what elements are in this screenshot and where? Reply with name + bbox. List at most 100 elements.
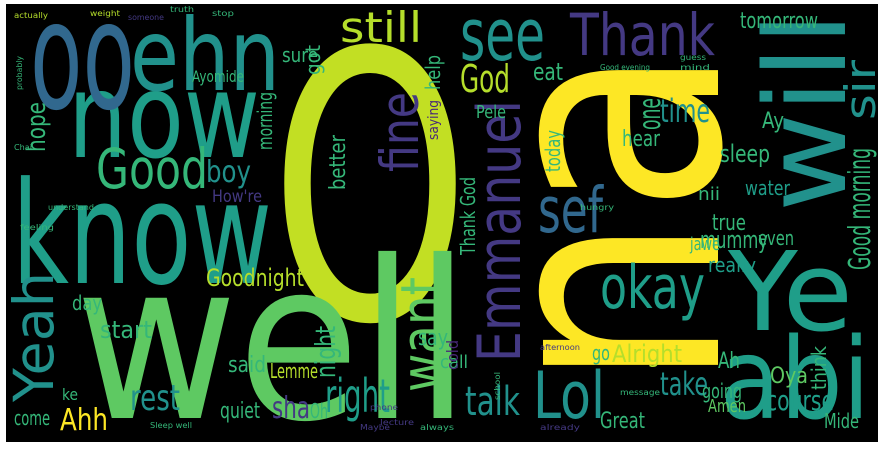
word: help xyxy=(421,55,445,90)
word: stop xyxy=(212,9,234,18)
word: know xyxy=(12,152,272,317)
word: call xyxy=(440,352,468,373)
word: sha xyxy=(272,391,310,426)
word: okay xyxy=(600,253,705,323)
word: actually xyxy=(14,11,48,20)
word: saying xyxy=(426,100,442,140)
word: will xyxy=(742,12,872,212)
word: ehn xyxy=(130,0,280,114)
word: Alright xyxy=(612,340,682,368)
word: phone xyxy=(370,403,398,412)
word: Ay xyxy=(762,109,784,134)
word: abi xyxy=(720,315,870,445)
word: Thank God xyxy=(456,177,480,256)
word: O xyxy=(270,0,470,406)
word: hungry xyxy=(580,203,614,212)
word: Yeah xyxy=(2,272,66,403)
word: water xyxy=(745,176,791,200)
word: Lemme xyxy=(270,359,318,383)
word: sef xyxy=(538,174,604,247)
word: Amen xyxy=(708,396,746,417)
word: time xyxy=(660,92,710,130)
word: guess xyxy=(680,53,706,62)
word: rest xyxy=(130,378,180,419)
word: tomorrow xyxy=(740,9,818,34)
word: oo xyxy=(30,0,135,144)
word: take xyxy=(660,365,708,403)
word: afternoon xyxy=(540,343,580,352)
word: Thank xyxy=(569,1,715,69)
word: Ah xyxy=(718,349,740,374)
word: night xyxy=(309,326,342,378)
word: sure xyxy=(282,43,318,67)
word: talk xyxy=(465,379,521,425)
word: want xyxy=(388,277,456,392)
word: right xyxy=(325,369,390,423)
word: said xyxy=(228,353,266,378)
word: feeling xyxy=(20,223,54,232)
word: day xyxy=(72,291,102,315)
word: well xyxy=(75,214,470,449)
word: understand xyxy=(48,203,94,212)
word: probably xyxy=(15,56,24,90)
word: weight xyxy=(90,9,120,18)
word: cold xyxy=(443,340,462,370)
word: go xyxy=(592,341,610,365)
word: Ahh xyxy=(60,403,108,438)
word: Ayomide xyxy=(192,67,244,86)
word: Goodnight xyxy=(206,264,304,292)
word: see xyxy=(460,0,545,77)
background xyxy=(6,4,878,442)
word: Lol xyxy=(533,359,605,434)
word: Oh xyxy=(310,399,328,423)
word: Good evening xyxy=(600,63,650,72)
word: even xyxy=(758,226,794,250)
word: Mide xyxy=(824,409,859,433)
word: Sleep well xyxy=(150,421,192,430)
word: better xyxy=(326,134,351,190)
word: Good morning xyxy=(843,148,878,270)
word: true xyxy=(712,211,746,236)
word: Chai xyxy=(14,143,32,152)
word: one xyxy=(633,98,668,130)
word: ke xyxy=(62,385,78,404)
word: fine xyxy=(370,92,431,172)
word: going xyxy=(702,379,742,403)
word: boy xyxy=(206,155,251,190)
word: jawe xyxy=(689,234,720,255)
word: Emmanuel xyxy=(465,100,535,362)
word: morning xyxy=(253,92,277,150)
word: still xyxy=(340,3,422,52)
word: got xyxy=(301,45,325,75)
word: today xyxy=(541,130,565,172)
word: come xyxy=(14,406,50,430)
word: na xyxy=(422,45,794,390)
word: Maybe xyxy=(360,423,390,432)
word: quiet xyxy=(220,399,260,424)
word: sir xyxy=(836,59,884,120)
word: mind xyxy=(680,63,710,72)
word: eat xyxy=(533,58,563,86)
word: say xyxy=(418,326,448,351)
word: think xyxy=(807,346,831,390)
word: mummy xyxy=(700,226,768,254)
word: How're xyxy=(212,187,262,207)
word: God xyxy=(460,57,510,101)
word: already xyxy=(540,423,580,432)
word: now xyxy=(68,47,260,185)
word: nii xyxy=(698,184,720,205)
word: Great xyxy=(600,409,645,434)
word: Good xyxy=(96,137,208,201)
word: someone xyxy=(128,13,164,22)
word: school xyxy=(493,372,502,400)
word: Oya xyxy=(770,364,808,389)
word: lecture xyxy=(380,418,414,427)
word: always xyxy=(420,423,454,432)
word: start xyxy=(100,316,152,344)
word: course xyxy=(766,384,834,417)
word: really xyxy=(708,253,756,277)
word: hope xyxy=(22,102,52,152)
word: message xyxy=(620,388,660,397)
word: Pele xyxy=(476,102,506,123)
